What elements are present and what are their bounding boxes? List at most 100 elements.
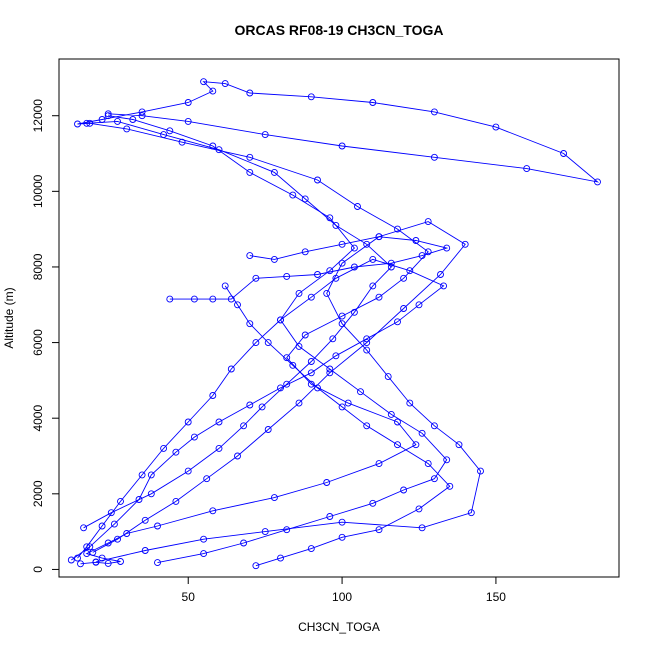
data-point-2-3 xyxy=(261,528,269,536)
data-point-0-45 xyxy=(430,153,438,161)
data-point-6-15 xyxy=(234,301,241,309)
data-point-1-27 xyxy=(117,497,124,505)
data-point-0-9 xyxy=(209,507,217,515)
data-point-2-17 xyxy=(424,218,432,226)
data-point-2-2 xyxy=(200,535,208,543)
data-point-3-13 xyxy=(363,240,371,248)
data-point-3-11 xyxy=(369,282,377,290)
x-axis-label: CH3CN_TOGA xyxy=(298,620,380,634)
data-point-6-10 xyxy=(338,403,346,411)
data-point-5-5 xyxy=(283,272,291,280)
data-point-1-17 xyxy=(369,255,377,263)
data-point-1-29 xyxy=(83,543,91,551)
data-point-1-21 xyxy=(252,339,260,347)
data-point-4-19 xyxy=(289,191,297,199)
data-point-4-15 xyxy=(295,289,303,297)
data-point-5-6 xyxy=(314,271,321,278)
x-tick-label-1: 100 xyxy=(332,590,352,604)
data-point-0-49 xyxy=(138,112,146,120)
data-point-4-14 xyxy=(277,316,284,324)
data-point-1-10 xyxy=(307,369,315,377)
data-point-1-11 xyxy=(332,352,340,360)
data-point-0-39 xyxy=(369,99,377,106)
data-point-6-5 xyxy=(415,505,423,513)
y-tick-label-6: 12000 xyxy=(31,99,45,133)
data-point-2-7 xyxy=(477,467,484,475)
data-point-0-12 xyxy=(375,460,383,468)
data-point-1-14 xyxy=(415,301,423,309)
data-point-5-15 xyxy=(270,255,278,263)
data-point-4-12 xyxy=(326,365,334,373)
data-point-2-15 xyxy=(338,259,346,267)
data-point-3-1 xyxy=(107,509,115,517)
data-point-6-6 xyxy=(446,482,454,490)
data-point-4-16 xyxy=(326,267,334,275)
series-line-0 xyxy=(77,81,600,565)
data-point-1-7 xyxy=(215,418,223,426)
data-point-3-4 xyxy=(215,444,223,452)
data-point-4-9 xyxy=(418,429,426,437)
data-point-4-3 xyxy=(283,526,291,534)
data-point-0-7 xyxy=(123,530,131,537)
data-point-5-11 xyxy=(412,237,420,244)
data-point-0-3 xyxy=(117,558,124,565)
data-point-3-0 xyxy=(80,524,88,532)
y-axis-label: Altitude (m) xyxy=(2,287,16,348)
data-point-0-34 xyxy=(209,87,217,95)
data-point-0-18 xyxy=(301,331,309,339)
data-point-1-25 xyxy=(160,444,168,452)
data-point-2-24 xyxy=(264,426,272,433)
data-point-5-1 xyxy=(190,295,198,303)
data-point-0-35 xyxy=(200,78,208,86)
data-point-0-41 xyxy=(492,123,500,131)
data-point-0-25 xyxy=(314,176,321,184)
data-point-2-12 xyxy=(363,346,371,354)
data-point-2-27 xyxy=(172,497,180,505)
data-point-0-28 xyxy=(123,125,131,133)
data-point-3-8 xyxy=(307,358,315,365)
data-point-2-0 xyxy=(92,558,100,566)
data-point-4-11 xyxy=(357,388,364,396)
data-point-6-9 xyxy=(363,422,371,430)
series-group xyxy=(67,78,601,570)
series-6 xyxy=(221,282,454,570)
data-point-0-44 xyxy=(523,165,531,173)
data-point-6-7 xyxy=(424,460,432,468)
data-point-4-10 xyxy=(387,410,395,418)
data-point-4-24 xyxy=(104,112,112,120)
series-1 xyxy=(67,255,448,564)
data-point-5-4 xyxy=(252,274,260,282)
data-point-2-6 xyxy=(467,509,475,517)
y-tick-label-0: 0 xyxy=(31,566,45,573)
data-point-0-40 xyxy=(430,108,438,116)
data-point-4-1 xyxy=(200,550,208,558)
data-point-1-0 xyxy=(67,556,75,564)
data-point-4-7 xyxy=(430,475,438,483)
data-point-4-2 xyxy=(240,539,248,547)
data-point-6-1 xyxy=(277,554,284,562)
y-axis: 0 2000 4000 6000 8000 10000 12000 xyxy=(31,99,60,573)
data-point-0-0 xyxy=(77,560,84,568)
data-point-0-23 xyxy=(394,225,401,233)
data-point-1-3 xyxy=(135,496,143,503)
y-tick-label-5: 10000 xyxy=(31,174,45,208)
data-point-3-5 xyxy=(240,422,248,430)
data-point-5-9 xyxy=(418,252,426,260)
data-point-0-11 xyxy=(323,479,331,486)
data-point-0-26 xyxy=(246,153,254,161)
data-point-1-8 xyxy=(246,401,254,409)
data-point-2-25 xyxy=(234,452,241,460)
data-point-6-4 xyxy=(375,526,383,534)
data-point-2-30 xyxy=(89,548,97,556)
data-point-4-18 xyxy=(326,214,334,222)
data-point-4-22 xyxy=(166,127,174,135)
data-point-2-4 xyxy=(338,518,346,526)
data-point-3-16 xyxy=(270,168,278,176)
data-point-4-23 xyxy=(129,116,137,123)
data-point-1-9 xyxy=(277,384,284,392)
data-point-5-16 xyxy=(246,252,254,260)
data-point-4-5 xyxy=(369,499,377,507)
data-point-0-14 xyxy=(394,418,401,426)
data-point-0-20 xyxy=(375,293,383,301)
data-point-0-50 xyxy=(104,110,112,118)
